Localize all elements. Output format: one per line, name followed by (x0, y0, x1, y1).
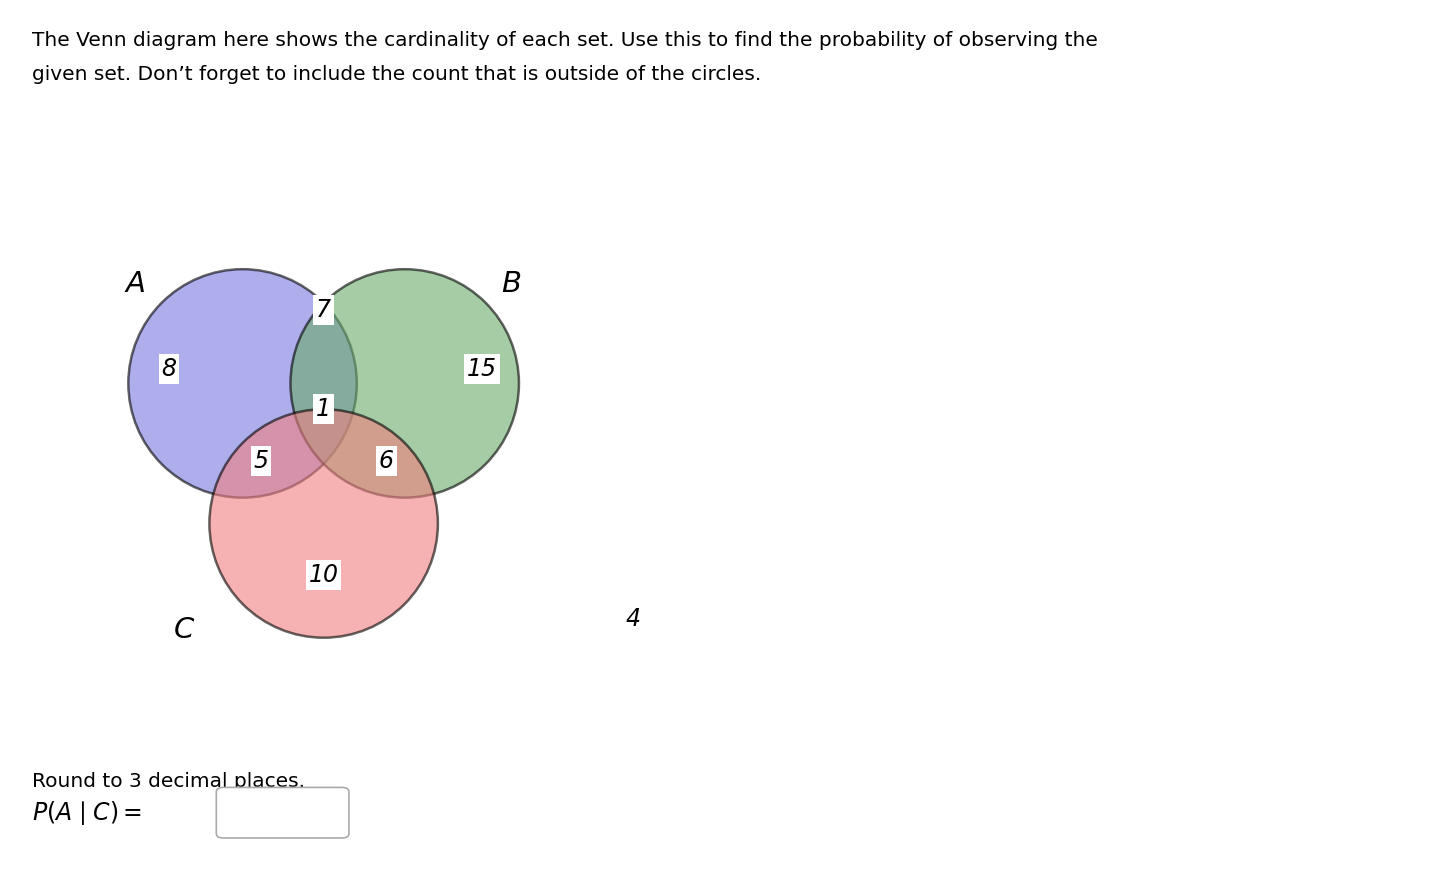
Text: 8: 8 (162, 357, 176, 381)
Circle shape (128, 269, 356, 498)
Text: given set. Don’t forget to include the count that is outside of the circles.: given set. Don’t forget to include the c… (32, 65, 761, 85)
Text: B: B (502, 270, 522, 298)
Circle shape (209, 409, 438, 637)
Text: The Venn diagram here shows the cardinality of each set. Use this to find the pr: The Venn diagram here shows the cardinal… (32, 31, 1097, 50)
Text: C: C (173, 617, 193, 644)
Text: 10: 10 (309, 563, 339, 587)
Text: 1: 1 (316, 398, 332, 421)
Circle shape (290, 269, 519, 498)
Text: 6: 6 (379, 449, 394, 473)
Text: 5: 5 (254, 449, 268, 473)
Text: 4: 4 (626, 607, 640, 631)
Text: A: A (125, 270, 146, 298)
Text: 7: 7 (316, 297, 332, 322)
Text: 15: 15 (467, 357, 497, 381)
Text: $P(A \mid C) =$: $P(A \mid C) =$ (32, 799, 141, 827)
Text: Round to 3 decimal places.: Round to 3 decimal places. (32, 772, 304, 791)
